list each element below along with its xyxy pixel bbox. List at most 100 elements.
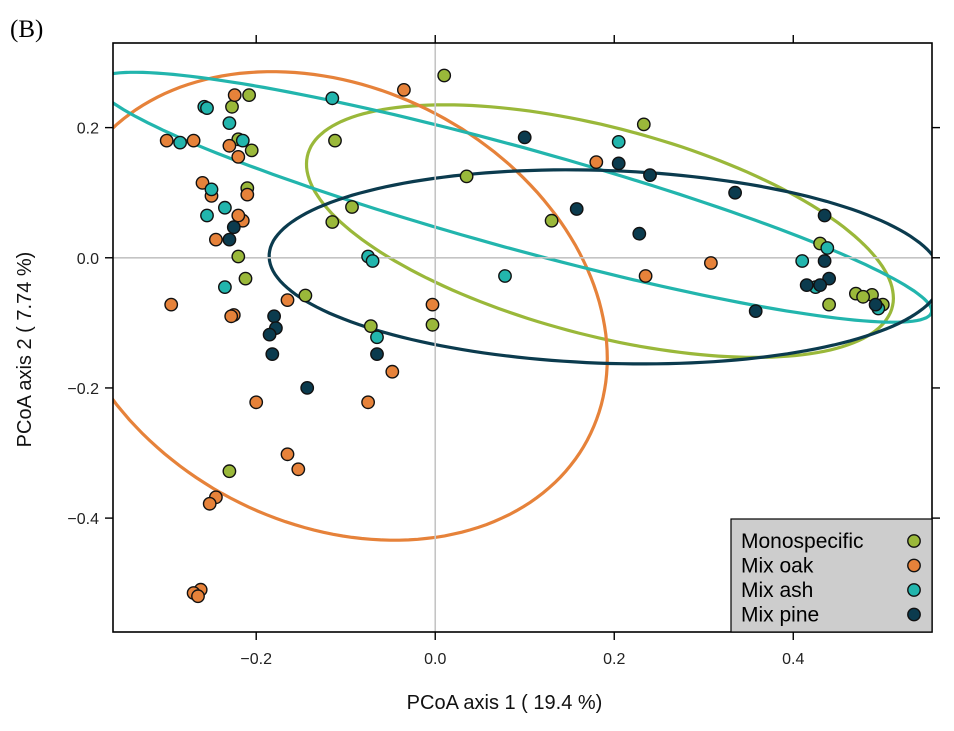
point-mix-oak: [249, 395, 264, 410]
point-mix-ash: [173, 135, 188, 150]
point-mix-pine: [226, 220, 241, 235]
point-mix-oak: [208, 232, 223, 247]
point-mix-oak: [222, 138, 237, 153]
point-mix-ash: [200, 208, 214, 223]
point-mix-oak: [361, 395, 375, 410]
point-mix-oak: [159, 133, 174, 148]
reference-lines: [113, 43, 932, 632]
data-points: [159, 68, 890, 604]
point-monospecific: [225, 99, 239, 114]
y-tick-label: 0.2: [77, 121, 99, 138]
point-monospecific: [345, 200, 359, 214]
confidence-ellipses: [113, 70, 932, 542]
point-mix-ash: [498, 269, 512, 283]
point-mix-pine: [265, 347, 280, 361]
point-mix-ash: [325, 91, 340, 106]
point-monospecific: [242, 88, 257, 103]
point-mix-ash: [795, 254, 810, 268]
y-tick-label: 0.0: [77, 251, 99, 268]
point-mix-oak: [425, 297, 440, 312]
point-mix-oak: [224, 309, 239, 324]
point-mix-ash: [611, 134, 626, 149]
point-mix-pine: [728, 185, 742, 200]
legend-marker: [907, 534, 921, 548]
y-tick-label: −0.2: [67, 381, 99, 398]
point-mix-pine: [267, 309, 281, 324]
legend-label: Monospecific: [741, 530, 864, 553]
point-mix-pine: [569, 202, 584, 216]
point-mix-pine: [632, 226, 647, 241]
point-mix-pine: [611, 156, 626, 171]
x-tick-label: 0.0: [424, 651, 446, 668]
point-mix-oak: [638, 269, 653, 283]
y-axis-title: PCoA axis 2 ( 7.74 %): [14, 252, 36, 448]
point-mix-pine: [262, 327, 277, 342]
point-mix-oak: [231, 208, 246, 223]
point-monospecific: [437, 68, 452, 83]
point-mix-pine: [817, 254, 832, 268]
point-mix-oak: [186, 133, 201, 148]
point-monospecific: [231, 249, 246, 264]
point-mix-oak: [291, 462, 306, 477]
legend-marker: [907, 583, 921, 597]
point-mix-oak: [202, 496, 217, 511]
point-mix-pine: [813, 278, 827, 292]
ellipse-monospecific: [304, 103, 896, 360]
x-tick-label: −0.2: [240, 651, 272, 668]
point-mix-pine: [868, 297, 883, 312]
legend-marker: [907, 607, 921, 622]
point-monospecific: [363, 319, 378, 333]
y-tick-label: −0.4: [67, 511, 99, 528]
point-monospecific: [298, 288, 313, 303]
x-tick-label: 0.2: [603, 651, 625, 668]
point-mix-oak: [240, 187, 255, 202]
point-monospecific: [636, 117, 651, 132]
point-monospecific: [822, 297, 836, 312]
point-mix-ash: [204, 182, 219, 197]
point-mix-oak: [589, 155, 604, 170]
point-mix-pine: [817, 208, 832, 223]
axes: −0.2 0.0 0.2 0.4 −0.4 −0.2 0.0 0.2 PCoA axis 1 (…: [14, 35, 940, 714]
point-mix-ash: [217, 200, 232, 215]
point-monospecific: [325, 215, 340, 229]
point-monospecific: [544, 213, 559, 228]
point-mix-oak: [191, 589, 205, 604]
point-monospecific: [328, 133, 342, 148]
point-mix-ash: [217, 280, 232, 294]
point-monospecific: [222, 464, 237, 479]
point-monospecific: [459, 169, 474, 184]
ellipse-mix-ash: [113, 70, 932, 324]
legend-label: Mix ash: [741, 579, 813, 602]
x-axis-title: PCoA axis 1 ( 19.4 %): [407, 692, 603, 714]
point-mix-pine: [799, 278, 814, 292]
point-mix-pine: [643, 168, 657, 183]
legend-box: [730, 518, 933, 633]
point-mix-oak: [164, 297, 179, 312]
point-monospecific: [244, 143, 259, 158]
point-mix-oak: [396, 83, 411, 97]
point-mix-oak: [227, 88, 242, 103]
point-mix-pine: [300, 380, 315, 395]
point-mix-pine: [222, 232, 237, 247]
x-tick-label: 0.4: [782, 651, 804, 668]
point-mix-ash: [370, 330, 384, 345]
point-mix-oak: [385, 364, 400, 379]
point-mix-oak: [280, 447, 295, 462]
legend-label: Mix pine: [741, 604, 819, 627]
point-monospecific: [238, 271, 253, 286]
point-monospecific: [856, 289, 870, 304]
point-mix-pine: [370, 347, 384, 361]
panel-label: (B): [10, 16, 44, 43]
point-mix-oak: [280, 293, 295, 307]
point-mix-oak: [704, 256, 718, 270]
point-mix-oak: [231, 149, 246, 164]
point-mix-ash: [222, 116, 237, 131]
point-mix-ash: [820, 241, 835, 255]
ellipse-mix-oak: [113, 70, 609, 542]
point-mix-ash: [365, 254, 380, 268]
plot-frame: [112, 42, 933, 633]
legend-label: Mix oak: [741, 555, 814, 578]
point-mix-pine: [517, 130, 532, 145]
